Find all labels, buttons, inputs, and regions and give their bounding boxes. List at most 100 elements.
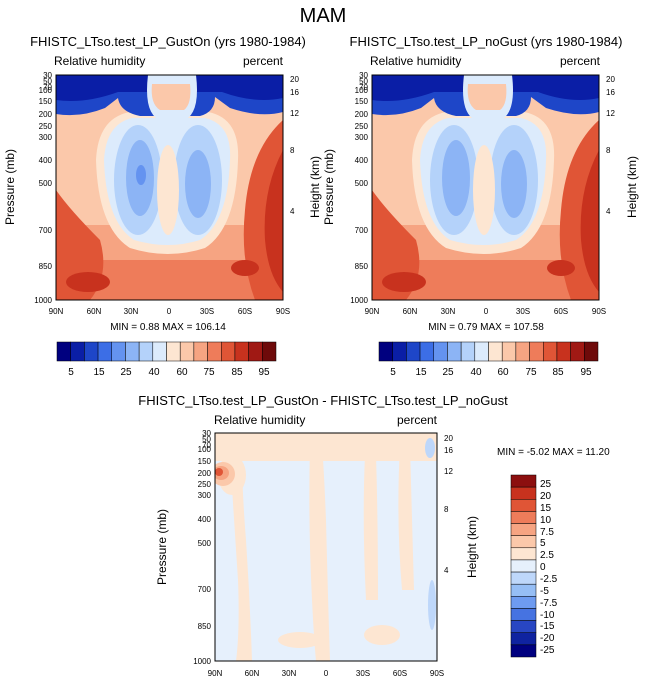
colorbar-label: -25: [540, 645, 555, 656]
y2-tick-label: 8: [290, 146, 295, 155]
plot-frame: [371, 74, 600, 301]
panel-no-gust: FHISTC_LTso.test_LP_noGust (yrs 1980-198…: [322, 34, 639, 378]
y2-tick-label: 16: [444, 446, 453, 455]
y2-tick-label: 4: [290, 207, 295, 216]
y-tick-label: 300: [39, 133, 53, 142]
colorbar-label: 25: [442, 367, 454, 378]
colorbar-swatch: [221, 341, 236, 362]
y-tick-label: 500: [39, 179, 53, 188]
colorbar-label: -20: [540, 633, 555, 644]
colorbar-swatch: [207, 341, 222, 362]
colorbar-label: 15: [415, 367, 427, 378]
y-tick-label: 150: [39, 97, 53, 106]
y-axis-label: Pressure (mb): [3, 149, 17, 225]
y-tick-label: 70: [359, 83, 368, 92]
colorbar-swatch: [111, 341, 126, 362]
negative-patch-right: [428, 580, 436, 630]
colorbar-swatch: [392, 341, 407, 362]
colorbar-label: -7.5: [540, 598, 558, 609]
colorbar-swatch: [570, 341, 585, 362]
colorbar-swatch: [406, 341, 421, 362]
colorbar-label: 7.5: [540, 527, 554, 538]
colorbar-swatch: [193, 341, 208, 362]
x-tick-label: 30S: [356, 669, 370, 678]
colorbar-swatch: [125, 341, 140, 362]
y-tick-label: 30: [359, 71, 368, 80]
units-label: percent: [243, 54, 284, 68]
y2-tick-label: 8: [444, 505, 449, 514]
colorbar-swatch: [529, 341, 544, 362]
x-tick-label: 60S: [238, 307, 252, 316]
colorbar-swatch: [378, 341, 393, 362]
colorbar-label: 10: [540, 515, 552, 526]
x-tick-label: 30S: [516, 307, 530, 316]
colorbar-swatch: [84, 341, 99, 362]
y-tick-label: 250: [355, 122, 369, 131]
colorbar-label: -2.5: [540, 574, 558, 585]
x-tick-label: 30N: [282, 669, 297, 678]
surface-max-left: [66, 272, 110, 292]
min-max-stats: MIN = 0.88 MAX = 106.14: [110, 322, 226, 333]
y2-tick-label: 16: [290, 88, 299, 97]
y-tick-label: 150: [355, 97, 369, 106]
field-label: Relative humidity: [214, 413, 305, 427]
y-tick-label: 500: [198, 539, 212, 548]
colorbar-swatch: [510, 559, 537, 573]
colorbar-swatch: [501, 341, 517, 362]
y2-axis-label: Height (km): [465, 516, 479, 578]
surface-max-right: [547, 260, 575, 276]
y-tick-label: 30: [202, 429, 211, 438]
x-tick-label: 30S: [200, 307, 214, 316]
y-tick-label: 500: [355, 179, 369, 188]
y-tick-label: 250: [39, 122, 53, 131]
colorbar-swatch: [262, 341, 277, 362]
x-tick-label: 60N: [87, 307, 102, 316]
colorbar-swatch: [510, 511, 537, 524]
dry-cell-right: [501, 150, 527, 218]
y-tick-label: 1000: [193, 657, 211, 666]
y-tick-label: 700: [39, 226, 53, 235]
y-tick-label: 70: [202, 441, 211, 450]
x-tick-label: 30N: [441, 307, 456, 316]
colorbar-label: -15: [540, 621, 555, 632]
y-tick-label: 50: [43, 77, 52, 86]
y2-axis-label: Height (km): [625, 156, 639, 218]
negative-patch-top-right: [425, 438, 435, 458]
colorbar-swatch: [510, 571, 537, 585]
max-core: [215, 468, 223, 476]
colorbar-label: 15: [540, 503, 552, 514]
colorbar-label: 25: [120, 367, 132, 378]
y-tick-label: 400: [39, 156, 53, 165]
positive-patch-right-low: [364, 625, 400, 645]
colorbar-swatch: [515, 341, 530, 362]
y-tick-label: 100: [39, 86, 53, 95]
y2-tick-label: 20: [444, 434, 453, 443]
polar-very-high-rh-right: [580, 150, 599, 292]
y2-tick-label: 12: [606, 109, 615, 118]
y-tick-label: 50: [202, 435, 211, 444]
contour-field: [56, 75, 283, 300]
units-label: percent: [397, 413, 438, 427]
colorbar-swatch: [510, 486, 537, 500]
y2-tick-label: 8: [606, 146, 611, 155]
y-tick-label: 100: [355, 86, 369, 95]
y2-tick-label: 20: [290, 75, 299, 84]
y-tick-label: 100: [198, 445, 212, 454]
x-tick-label: 90N: [49, 307, 64, 316]
y-tick-label: 200: [355, 110, 369, 119]
x-tick-label: 0: [324, 669, 329, 678]
x-tick-label: 90N: [365, 307, 380, 316]
field-label: Relative humidity: [54, 54, 145, 68]
colorbar-label: -5: [540, 586, 549, 597]
colorbar-label: 15: [93, 367, 105, 378]
colorbar-swatch: [433, 341, 448, 362]
y2-tick-label: 4: [606, 207, 611, 216]
colorbar-swatch: [70, 341, 85, 362]
colorbar-label: 2.5: [540, 550, 554, 561]
colorbar-swatch: [419, 341, 434, 362]
colorbar-swatch: [474, 341, 489, 362]
equatorial-moist-column: [157, 145, 179, 235]
y2-axis-label: Height (km): [308, 156, 322, 218]
colorbar-swatch: [152, 341, 167, 362]
y-axis-label: Pressure (mb): [322, 149, 336, 225]
